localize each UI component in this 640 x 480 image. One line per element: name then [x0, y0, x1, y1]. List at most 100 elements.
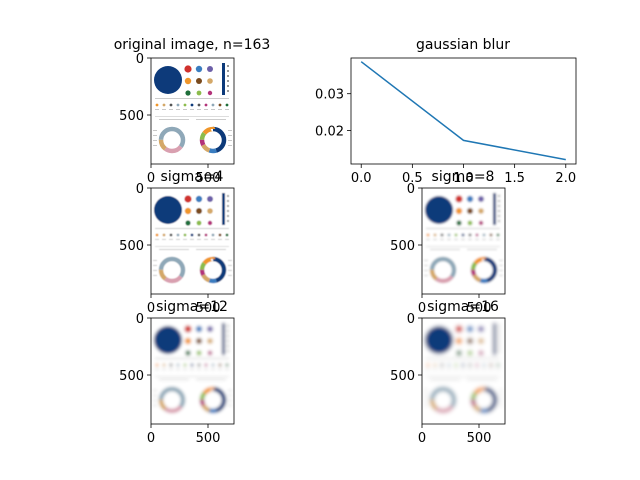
donut-segment [199, 386, 227, 414]
color-dot [467, 350, 473, 356]
caption-line [211, 239, 215, 240]
caption-line [447, 239, 451, 240]
caption-line [155, 239, 159, 240]
x-tick-label: 0 [418, 431, 426, 446]
small-marker [218, 233, 222, 237]
panel-sigma-8: sigma=8 0 500 0 500 [390, 169, 506, 316]
caption-line [153, 145, 157, 146]
caption-line [426, 369, 430, 370]
divider [426, 358, 500, 359]
caption-line [489, 239, 493, 240]
donut-segment [429, 386, 457, 414]
y-tick-label: 0 [136, 312, 144, 327]
x-tick-label: 500 [196, 301, 221, 316]
color-dot [456, 220, 462, 226]
small-marker [468, 363, 472, 367]
y-tick-label: 500 [119, 369, 144, 384]
color-dot [478, 326, 484, 332]
x-tick-label: 500 [467, 301, 492, 316]
caption-line [482, 239, 486, 240]
color-dot [196, 350, 202, 356]
small-marker [218, 363, 222, 367]
donut-segment [158, 256, 186, 284]
x-tick-label: 0 [147, 171, 155, 186]
small-marker [475, 233, 479, 237]
axes-frame [150, 317, 235, 425]
caption-line [496, 239, 500, 240]
legend-mark [227, 90, 229, 92]
caption-line [430, 379, 460, 380]
caption-line [159, 249, 189, 250]
caption-line [475, 239, 479, 240]
color-dot [455, 325, 463, 333]
color-dot [467, 208, 473, 214]
thumb-content [151, 318, 234, 424]
small-marker [190, 103, 194, 107]
small-marker [204, 103, 208, 107]
legend-mark [227, 80, 229, 82]
caption-line [426, 239, 430, 240]
caption-line [176, 109, 180, 110]
caption-line [499, 395, 503, 396]
caption-line [499, 405, 503, 406]
axes-frame [350, 57, 577, 165]
small-marker [454, 363, 458, 367]
donut-segment [199, 256, 227, 284]
caption-line [225, 109, 229, 110]
caption-line [176, 239, 180, 240]
legend-mark [498, 340, 500, 342]
thumb-content [422, 318, 505, 424]
legend-mark [227, 85, 229, 87]
panel-title: sigma=12 [156, 299, 228, 315]
caption-line [228, 270, 232, 271]
caption-line [197, 239, 201, 240]
small-marker [440, 363, 444, 367]
color-dot [207, 90, 213, 96]
panel-title: gaussian blur [416, 37, 510, 53]
caption-line [433, 239, 437, 240]
y-tick-label: 0 [136, 182, 144, 197]
caption-line [204, 369, 208, 370]
caption-line [228, 275, 232, 276]
legend-mark [227, 210, 229, 212]
donut-segment [429, 256, 457, 284]
color-dot [195, 195, 203, 203]
color-dot [207, 66, 213, 72]
divider [155, 98, 229, 99]
color-dot [455, 207, 463, 215]
caption-line [155, 369, 159, 370]
caption-line [461, 369, 465, 370]
image-thumbnail [151, 58, 234, 164]
small-marker [183, 233, 187, 237]
donut-segment [199, 386, 227, 414]
caption-line [440, 239, 444, 240]
legend-mark [227, 220, 229, 222]
color-dot [207, 350, 213, 356]
axes-frame [150, 57, 235, 165]
color-dot [207, 78, 213, 84]
divider [426, 376, 500, 377]
color-dot [196, 220, 202, 226]
small-marker [204, 363, 208, 367]
caption-line [430, 249, 460, 250]
small-marker [426, 363, 430, 367]
legend-mark [498, 335, 500, 337]
caption-line [499, 260, 503, 261]
color-dot [196, 338, 202, 344]
axes-frame [421, 187, 506, 295]
color-dot [207, 326, 213, 332]
color-dot [196, 78, 202, 84]
caption-line [162, 369, 166, 370]
legend-mark [498, 215, 500, 217]
legend-mark [227, 335, 229, 337]
legend-mark [227, 215, 229, 217]
caption-line [496, 369, 500, 370]
color-dot [184, 325, 192, 333]
small-marker [433, 363, 437, 367]
caption-line [218, 239, 222, 240]
small-marker [461, 363, 465, 367]
caption-line [424, 265, 428, 266]
caption-line [499, 390, 503, 391]
caption-line [228, 135, 232, 136]
